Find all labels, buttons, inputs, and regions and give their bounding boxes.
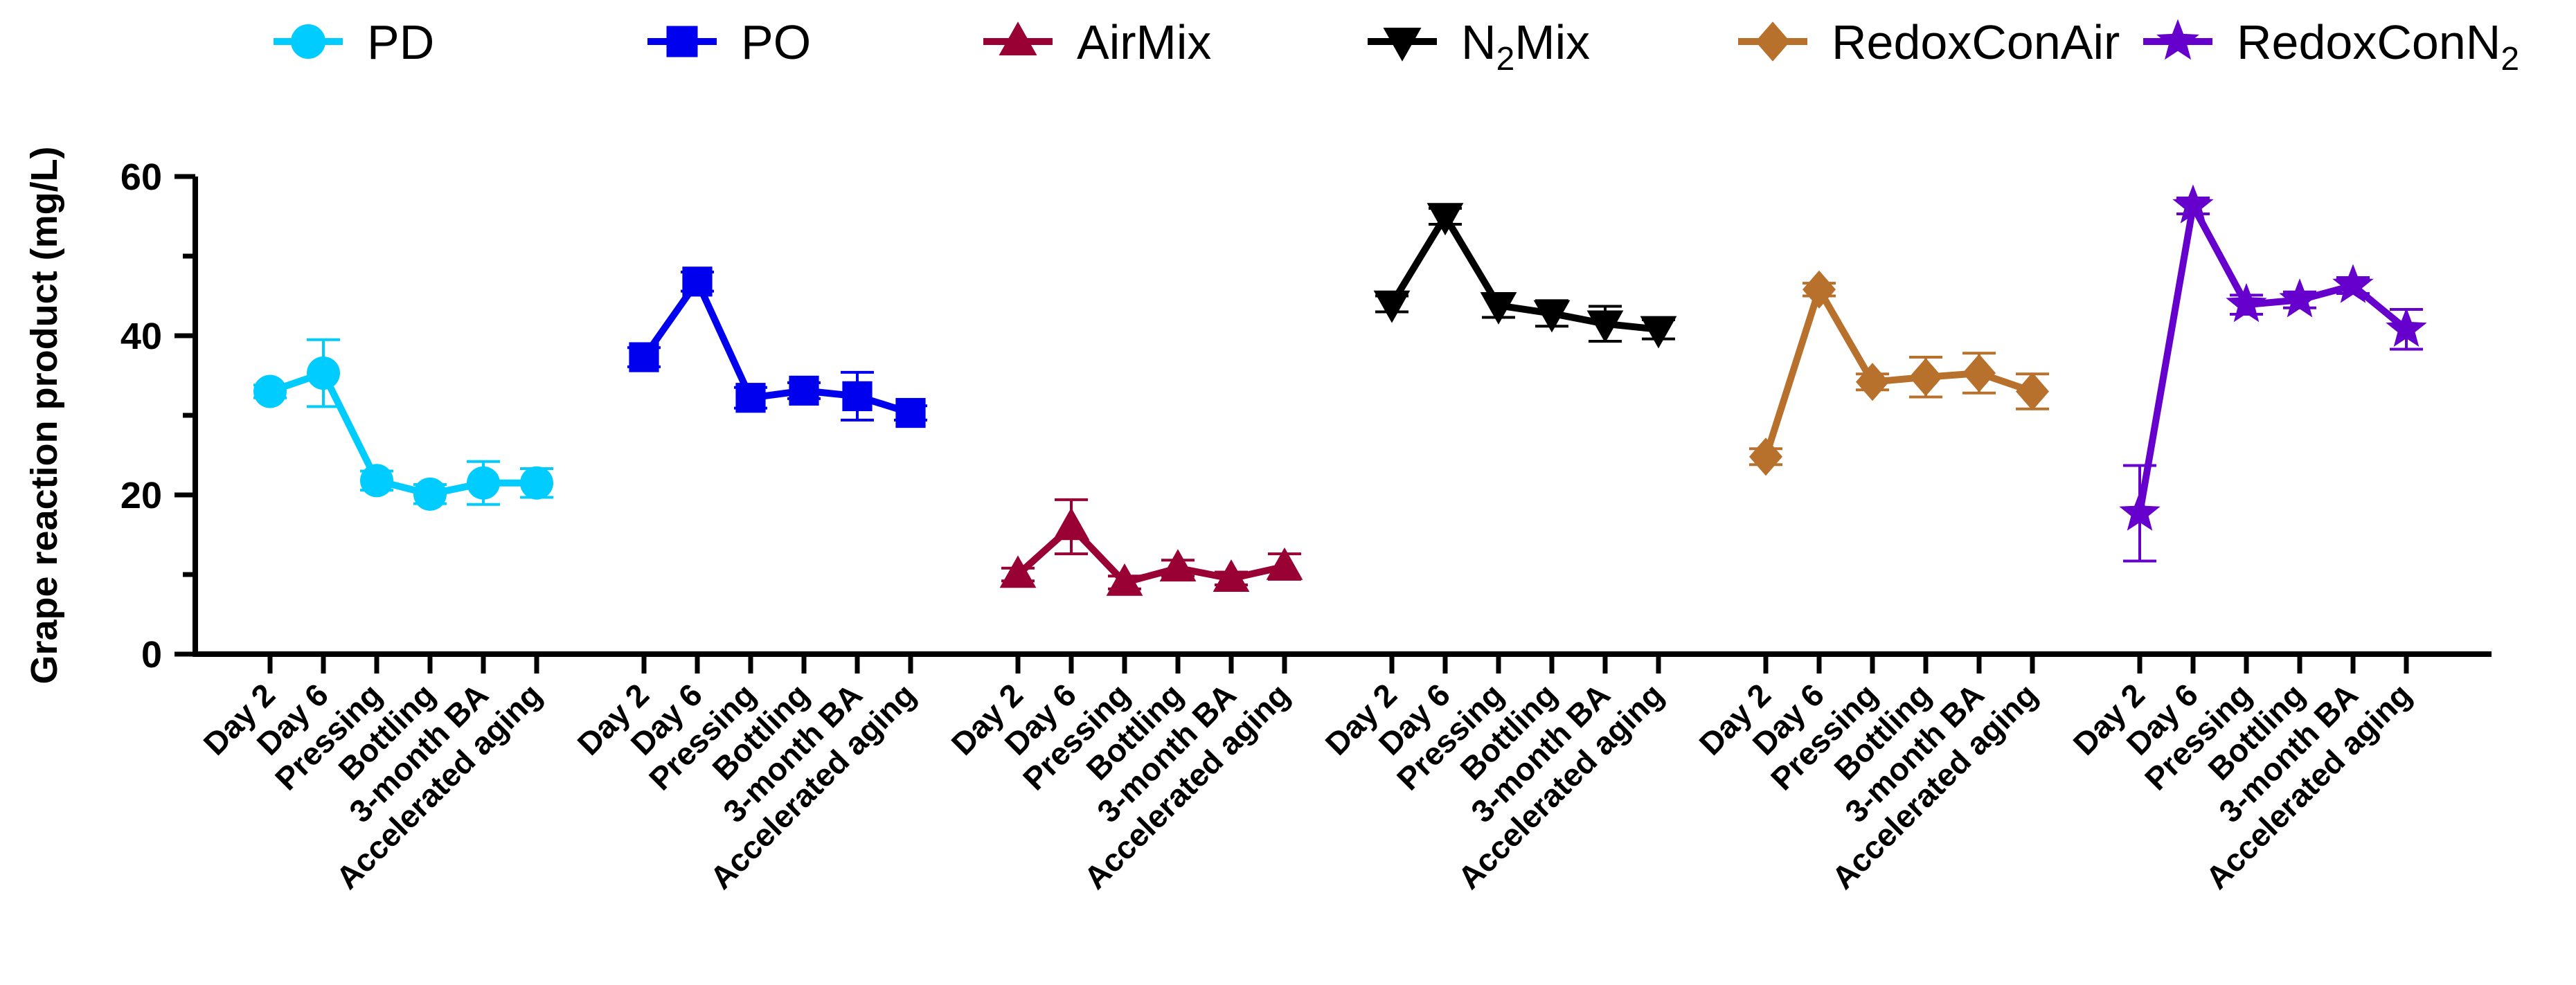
legend-label: PO (741, 15, 811, 69)
data-point (360, 464, 393, 498)
data-point (2279, 278, 2320, 318)
series-RedoxConAir (1749, 270, 2049, 476)
data-point (1373, 290, 1411, 323)
legend-label: PD (367, 15, 434, 69)
data-point (1106, 563, 1143, 596)
legend-marker (2156, 19, 2199, 60)
legend-label: RedoxConAir (1832, 15, 2120, 69)
data-point (520, 466, 553, 500)
data-point (1053, 507, 1090, 541)
data-point (1533, 300, 1571, 333)
legend-item-PO: PO (647, 15, 811, 69)
plot-area (253, 184, 2427, 596)
data-point (1266, 547, 1303, 580)
legend-item-PD: PD (274, 15, 434, 69)
data-point (842, 381, 873, 411)
legend-marker (999, 21, 1037, 55)
legend-item-N2Mix: N2Mix (1368, 15, 1590, 78)
data-point (1909, 358, 1942, 397)
legend: PD PO AirMix N2Mix RedoxConAir RedoxConN2 (274, 15, 2519, 78)
series-RedoxConN2 (2119, 184, 2427, 563)
data-point (2332, 264, 2374, 303)
legend-label: N2Mix (1461, 15, 1590, 78)
legend-marker (291, 24, 325, 59)
data-point (682, 266, 713, 297)
y-axis: 0 20 40 60 (120, 156, 198, 676)
data-point (2226, 282, 2267, 323)
series-line (2136, 202, 2409, 514)
y-tick-label: 40 (120, 316, 162, 357)
y-tick-label: 0 (141, 634, 162, 676)
data-point (1803, 270, 1836, 309)
data-point (253, 374, 287, 408)
legend-label: AirMix (1077, 15, 1211, 69)
data-point (307, 356, 340, 390)
series-PO (627, 266, 927, 428)
legend-item-AirMix: AirMix (983, 15, 1211, 69)
legend-marker (1755, 21, 1790, 62)
series-PD (253, 338, 553, 511)
data-point (999, 555, 1037, 588)
y-tick-label: 20 (120, 475, 162, 516)
data-point (1962, 354, 1996, 392)
data-point (1749, 437, 1782, 476)
data-point (1426, 203, 1464, 236)
y-axis-title: Grape reaction product (mg/L) (24, 146, 65, 684)
data-point (629, 342, 659, 372)
data-point (1856, 363, 1889, 401)
y-tick-label: 60 (120, 156, 162, 198)
series-N2Mix (1373, 203, 1677, 349)
data-point (1586, 310, 1624, 343)
data-point (2172, 184, 2214, 224)
data-point (2119, 491, 2161, 531)
data-point (789, 375, 819, 406)
legend-item-RedoxConAir: RedoxConAir (1738, 15, 2120, 69)
series-AirMix (999, 498, 1303, 596)
data-point (467, 466, 500, 500)
data-point (2386, 307, 2427, 347)
data-point (1640, 316, 1677, 349)
legend-label: RedoxConN2 (2237, 15, 2519, 78)
data-point (1159, 549, 1197, 581)
legend-marker (1383, 28, 1422, 62)
legend-marker (666, 26, 698, 57)
data-point (2016, 372, 2049, 411)
legend-item-RedoxConN2: RedoxConN2 (2143, 15, 2519, 78)
data-point (1213, 559, 1250, 592)
data-point (1480, 292, 1517, 325)
data-point (735, 383, 766, 413)
data-point (413, 477, 447, 511)
data-point (895, 397, 926, 428)
